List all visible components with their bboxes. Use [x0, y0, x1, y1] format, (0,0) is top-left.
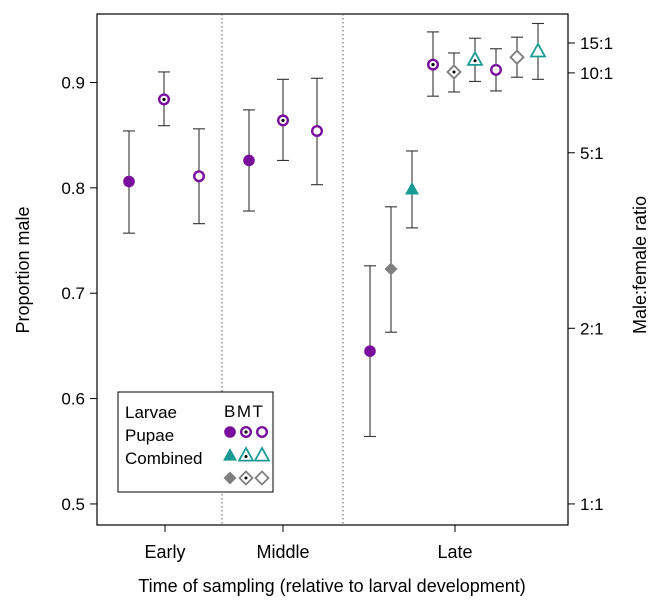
y-tick-label: 0.8	[61, 179, 85, 198]
data-point	[405, 181, 419, 195]
data-point	[509, 49, 525, 65]
y2-axis-title: Male:female ratio	[630, 196, 650, 334]
legend-label: Pupae	[125, 426, 174, 445]
y-tick-label: 0.7	[61, 284, 85, 303]
legend-marker	[254, 470, 270, 486]
legend-marker	[253, 446, 271, 462]
legend-marker	[238, 470, 254, 486]
x-tick-label: Late	[437, 542, 472, 562]
x-axis-title: Time of sampling (relative to larval dev…	[138, 576, 526, 596]
legend: BMT Larvae Pupae Combined	[117, 391, 274, 493]
x-tick-label: Middle	[256, 542, 309, 562]
data-point	[192, 170, 205, 183]
y2-tick-label: 10:1	[580, 64, 613, 83]
y-tick-label: 0.9	[61, 73, 85, 92]
y2-tick-label: 1:1	[580, 495, 604, 514]
legend-marker	[239, 426, 252, 439]
y2-tick-label: 15:1	[580, 34, 613, 53]
y-axis-title: Proportion male	[13, 206, 33, 333]
data-point	[157, 93, 170, 106]
data-point	[427, 58, 440, 71]
legend-marker	[256, 426, 269, 439]
data-point	[243, 154, 255, 167]
y-tick-label: 0.6	[61, 390, 85, 409]
legend-marker	[237, 446, 255, 462]
legend-label: Combined	[125, 449, 203, 468]
data-point	[446, 64, 462, 80]
data-point	[490, 63, 503, 76]
legend-header: BMT	[224, 402, 264, 421]
y2-tick-label: 5:1	[580, 144, 604, 163]
legend-label: Larvae	[125, 403, 177, 422]
x-axis: Early Middle Late	[144, 525, 473, 562]
data-point	[311, 124, 324, 137]
data-point	[384, 262, 398, 276]
data-point	[364, 345, 376, 357]
y-axis: 0.5 0.6 0.7 0.8 0.9	[61, 73, 97, 514]
legend-marker	[224, 426, 236, 438]
y-tick-label: 0.5	[61, 495, 85, 514]
data-point	[277, 114, 290, 127]
legend-marker	[223, 471, 237, 485]
y2-tick-label: 2:1	[580, 319, 604, 338]
group-separators	[221, 14, 344, 525]
data-point	[529, 42, 547, 58]
y2-axis: 1:1 2:1 5:1 10:1 15:1	[568, 34, 613, 514]
data-point	[123, 175, 135, 188]
data-point	[466, 50, 484, 66]
x-tick-label: Early	[144, 542, 185, 562]
legend-marker	[223, 448, 237, 461]
plot-frame	[96, 13, 569, 526]
data-points	[123, 22, 547, 438]
